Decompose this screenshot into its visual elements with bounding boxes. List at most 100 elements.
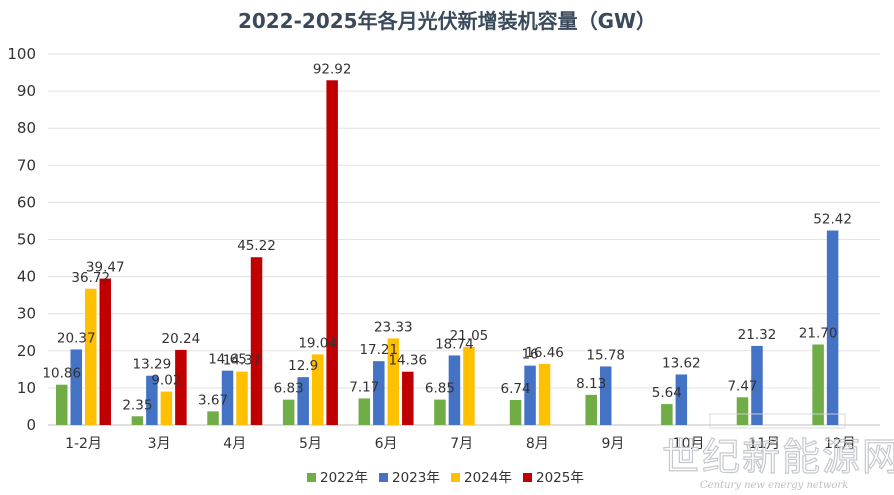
bar-2023年 — [70, 349, 82, 425]
bar-2022年 — [131, 416, 144, 425]
data-label: 16 — [521, 347, 538, 363]
y-tick-label: 40 — [17, 268, 36, 286]
bar-2024年 — [387, 338, 400, 425]
legend-swatch — [307, 473, 316, 482]
data-label: 17.21 — [359, 342, 398, 358]
bar-2023年 — [448, 355, 461, 425]
data-label: 52.42 — [813, 212, 852, 228]
data-label: 10.86 — [42, 366, 81, 382]
data-label: 5.64 — [652, 385, 682, 401]
x-tick-label: 4月 — [223, 436, 246, 452]
data-label: 14.36 — [388, 353, 427, 369]
y-tick-label: 100 — [7, 45, 36, 63]
data-label: 92.92 — [313, 61, 352, 77]
data-label: 39.47 — [86, 260, 125, 276]
legend-label: 2025年 — [536, 470, 584, 486]
x-tick-label: 9月 — [601, 436, 624, 452]
bar-2024年 — [236, 371, 248, 425]
bar-2022年 — [509, 399, 522, 425]
bar-2022年 — [661, 404, 673, 425]
data-label: 14.65 — [208, 352, 247, 368]
data-label: 6.74 — [501, 381, 531, 397]
legend-swatch — [379, 473, 388, 482]
bar-2025年 — [326, 80, 338, 426]
data-label: 23.33 — [374, 319, 413, 335]
chart-title: 2022-2025年各月光伏新增装机容量（GW） — [238, 9, 656, 33]
data-label: 14.37 — [223, 353, 262, 369]
bar-2023年 — [524, 365, 536, 425]
data-label: 2.35 — [122, 397, 152, 413]
data-label: 13.29 — [133, 357, 172, 373]
watermark-box — [709, 413, 846, 429]
data-label: 12.9 — [288, 358, 318, 374]
data-label: 6.83 — [274, 381, 304, 397]
data-label: 16.46 — [525, 345, 564, 361]
bar-2023年 — [373, 361, 385, 425]
bar-2022年 — [207, 411, 219, 425]
bar-2025年 — [99, 278, 111, 425]
data-label: 18.74 — [435, 336, 474, 352]
x-tick-label: 6月 — [375, 436, 398, 452]
bar-2022年 — [585, 394, 597, 425]
data-label: 7.47 — [727, 378, 757, 394]
data-label: 21.70 — [799, 325, 838, 341]
x-tick-label: 7月 — [450, 436, 473, 452]
data-label: 20.37 — [57, 330, 96, 346]
y-tick-label: 30 — [17, 305, 36, 323]
legend-label: 2023年 — [392, 470, 440, 486]
x-tick-label: 5月 — [299, 436, 322, 452]
legend-label: 2024年 — [464, 470, 512, 486]
data-label: 21.32 — [738, 327, 777, 343]
data-label: 20.24 — [162, 331, 201, 347]
data-label: 9.02 — [151, 373, 181, 389]
y-tick-label: 10 — [17, 379, 36, 397]
bar-2022年 — [812, 344, 824, 425]
legend-label: 2022年 — [320, 470, 368, 486]
bar-2024年 — [538, 363, 551, 425]
data-label: 15.78 — [586, 347, 625, 363]
data-label: 7.17 — [349, 379, 379, 395]
data-label: 13.62 — [662, 355, 701, 371]
bar-2025年 — [175, 349, 187, 425]
x-tick-label: 12月 — [824, 436, 856, 452]
x-tick-label: 1-2月 — [65, 436, 102, 452]
y-tick-label: 90 — [17, 82, 36, 100]
bar-2023年 — [751, 345, 763, 425]
y-axis: 0 10 20 30 40 50 60 70 80 90 100 — [7, 45, 36, 434]
data-label: 8.13 — [576, 376, 606, 392]
x-tick-label: 11月 — [748, 436, 780, 452]
y-tick-label: 20 — [17, 342, 36, 360]
bar-2024年 — [311, 354, 324, 425]
x-tick-label: 8月 — [526, 436, 549, 452]
legend-swatch — [523, 473, 532, 482]
bar-2023年 — [599, 366, 612, 425]
bar-2025年 — [250, 257, 263, 425]
legend: 2022年 2023年 2024年 2025年 — [307, 470, 584, 486]
watermark-logo-en: Century new energy network — [700, 480, 848, 491]
bar-2023年 — [297, 377, 309, 425]
y-tick-label: 60 — [17, 193, 36, 211]
bar-2022年 — [282, 399, 295, 425]
bar-2022年 — [56, 384, 68, 425]
y-tick-label: 0 — [26, 416, 36, 434]
data-label: 6.85 — [425, 381, 455, 397]
bar-2023年 — [146, 375, 158, 425]
bars — [56, 80, 839, 426]
bar-2022年 — [358, 398, 371, 425]
data-label: 45.22 — [237, 238, 276, 254]
data-label: 36.72 — [71, 270, 110, 286]
bar-2023年 — [826, 230, 839, 425]
data-label: 21.05 — [450, 328, 489, 344]
x-tick-label: 3月 — [148, 436, 171, 452]
watermark-logo-cn: 世纪新能源网 — [662, 435, 894, 479]
watermark-logo: 世纪新能源网 Century new energy network — [661, 413, 894, 491]
bar-2023年 — [221, 370, 234, 425]
bar-2024年 — [160, 391, 173, 425]
bar-2022年 — [736, 397, 749, 425]
data-label: 19.04 — [298, 335, 337, 351]
legend-swatch — [451, 473, 460, 482]
y-tick-label: 50 — [17, 231, 36, 249]
grid — [48, 53, 880, 426]
